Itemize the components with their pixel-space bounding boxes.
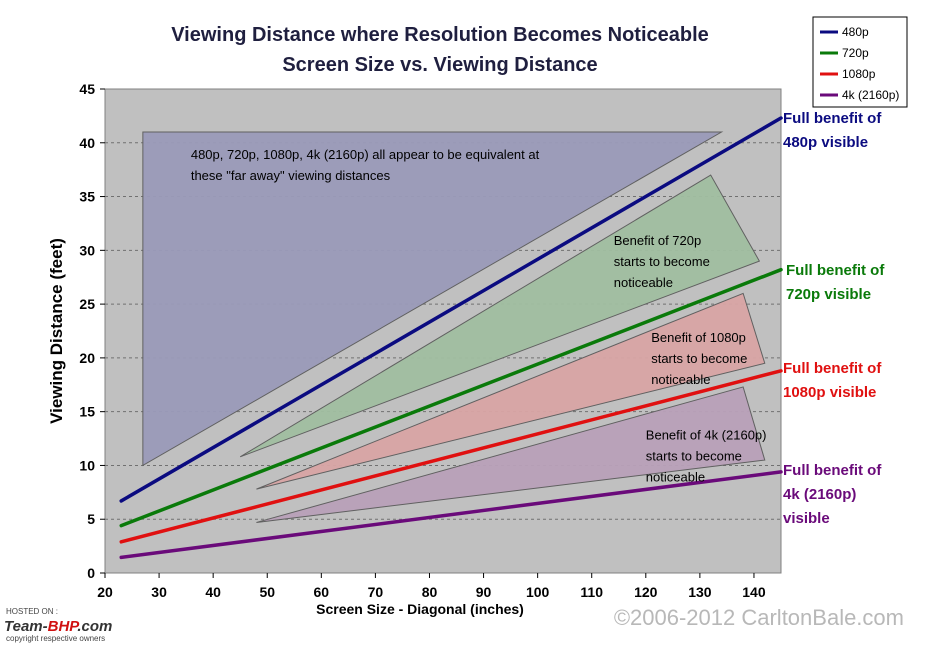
y-axis-label: Viewing Distance (feet): [47, 238, 66, 424]
hosted-on-text: HOSTED ON :: [6, 607, 58, 616]
region-label-line: noticeable: [646, 470, 705, 485]
y-tick-label: 10: [79, 457, 95, 473]
y-tick-label: 35: [79, 189, 95, 205]
y-tick-label: 0: [87, 565, 95, 581]
full-benefit-labels: Full benefit of 480p visible Full benefit …: [783, 110, 885, 527]
x-tick-label: 40: [205, 584, 221, 600]
x-tick-label: 80: [422, 584, 438, 600]
y-tick-label: 20: [79, 350, 95, 366]
legend-label: 720p: [842, 46, 869, 60]
x-tick-label: 100: [526, 584, 550, 600]
x-tick-label: 30: [151, 584, 167, 600]
full-benefit-label-line: 4k (2160p): [783, 486, 856, 503]
series-line-720p: [119, 267, 783, 528]
full-benefit-label-line: 480p visible: [783, 134, 868, 151]
y-tick-label: 45: [79, 81, 95, 97]
region-label-line: these "far away" viewing distances: [191, 168, 391, 183]
full-benefit-label-line: Full benefit of: [786, 262, 885, 279]
region-label-line: starts to become: [646, 449, 742, 464]
y-axis-ticks: 0 5 10 15 20 25 30 35 40 45: [79, 81, 105, 581]
benefit-regions: [142, 131, 766, 523]
full-benefit-label-line: 720p visible: [786, 286, 871, 303]
team-bhp-logo: Team-BHP.com: [4, 618, 112, 635]
x-tick-label: 110: [580, 584, 603, 600]
x-axis-label: Screen Size - Diagonal (inches): [316, 601, 524, 617]
copyright-text: ©2006-2012 CarltonBale.com: [614, 605, 904, 630]
legend-label: 4k (2160p): [842, 88, 899, 102]
benefit-region-2: [256, 292, 766, 490]
y-tick-label: 25: [79, 296, 95, 312]
benefit-region-1: [239, 174, 761, 458]
y-tick-label: 5: [87, 511, 95, 527]
region-labels: 480p, 720p, 1080p, 4k (2160p) all appear…: [191, 147, 767, 485]
full-benefit-label-line: Full benefit of: [783, 110, 882, 127]
benefit-region-0: [142, 131, 724, 467]
full-benefit-label-line: Full benefit of: [783, 462, 882, 479]
chart-title: Viewing Distance where Resolution Become…: [171, 24, 709, 76]
region-label-line: 480p, 720p, 1080p, 4k (2160p) all appear…: [191, 147, 540, 162]
x-tick-label: 50: [259, 584, 275, 600]
series-line-4k-2160p-: [119, 470, 783, 560]
x-tick-label: 120: [634, 584, 658, 600]
y-tick-label: 30: [79, 242, 95, 258]
series-line-1080p: [119, 369, 783, 544]
benefit-region-3: [256, 386, 766, 523]
full-benefit-label-line: 1080p visible: [783, 384, 876, 401]
x-tick-label: 90: [476, 584, 492, 600]
full-benefit-label-line: Full benefit of: [783, 360, 882, 377]
x-tick-label: 60: [314, 584, 330, 600]
x-tick-label: 140: [742, 584, 766, 600]
x-axis-ticks: 20 30 40 50 60 70 80 90 100 110 120 130 140: [97, 573, 766, 600]
x-tick-label: 70: [368, 584, 384, 600]
chart-title-line-2: Screen Size vs. Viewing Distance: [282, 54, 597, 76]
full-benefit-label-line: visible: [783, 510, 830, 527]
region-label-line: noticeable: [614, 275, 673, 290]
x-tick-label: 130: [688, 584, 712, 600]
series-line-480p: [119, 116, 783, 503]
badge-tagline: copyright respective owners: [6, 634, 105, 643]
y-tick-label: 15: [79, 404, 95, 420]
legend-label: 480p: [842, 25, 869, 39]
legend-label: 1080p: [842, 67, 876, 81]
series-lines: [119, 116, 783, 560]
region-label-line: Benefit of 4k (2160p): [646, 428, 767, 443]
region-label-line: starts to become: [614, 254, 710, 269]
chart-title-line-1: Viewing Distance where Resolution Become…: [171, 24, 709, 46]
team-bhp-badge: HOSTED ON : Team-BHP.com copyright respe…: [4, 607, 112, 643]
x-tick-label: 20: [97, 584, 113, 600]
region-label-line: noticeable: [651, 372, 710, 387]
legend: 480p 720p 1080p 4k (2160p): [812, 16, 908, 108]
region-label-line: Benefit of 720p: [614, 233, 701, 248]
y-tick-label: 40: [79, 135, 95, 151]
region-label-line: starts to become: [651, 351, 747, 366]
region-label-line: Benefit of 1080p: [651, 330, 746, 345]
